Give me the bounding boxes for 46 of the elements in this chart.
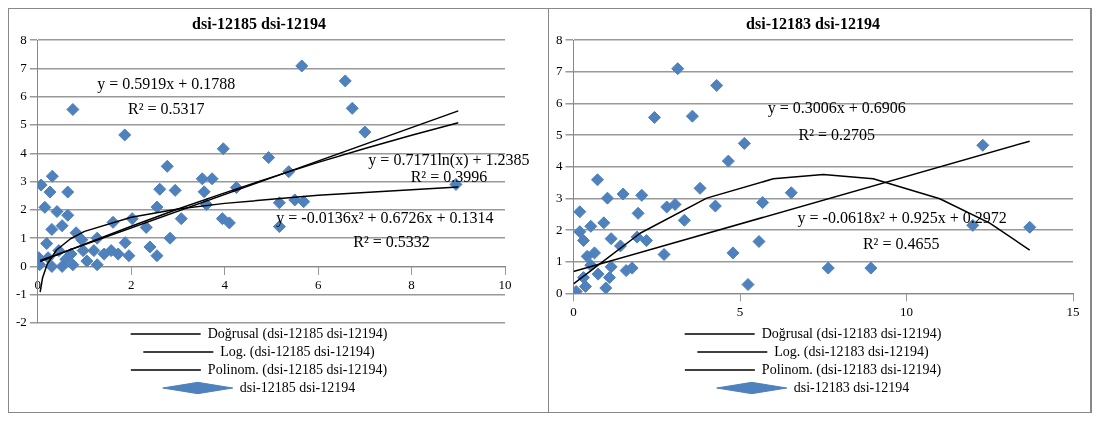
y-tick-label: 6 — [20, 88, 28, 104]
annotation: R² = 0.4655 — [862, 235, 940, 253]
legend-label: dsi-12183 dsi-12194 — [793, 379, 910, 395]
y-tick-label: 2 — [556, 221, 563, 237]
y-tick-label: 1 — [20, 229, 27, 245]
y-tick-label: 4 — [20, 144, 28, 160]
x-tick-label: 2 — [128, 276, 135, 292]
legend-label: Log. (dsi-12183 dsi-12194) — [774, 343, 930, 360]
y-tick-label: 1 — [556, 253, 563, 269]
y-tick-label: 5 — [556, 126, 563, 142]
legend-label: Polinom. (dsi-12185 dsi-12194) — [207, 361, 388, 378]
annotation: R² = 0.5317 — [128, 100, 205, 118]
legend-label: Doğrusal (dsi-12183 dsi-12194) — [761, 325, 942, 342]
legend-label: Polinom. (dsi-12183 dsi-12194) — [761, 361, 942, 378]
y-tick-label: 8 — [556, 31, 563, 47]
x-tick-label: 5 — [736, 303, 744, 319]
chart-title: dsi-12183 dsi-12194 — [746, 14, 880, 32]
y-tick-label: -1 — [15, 286, 27, 302]
annotation: R² = 0.2705 — [798, 125, 875, 143]
x-tick-label: 15 — [1066, 303, 1080, 319]
x-tick-label: 10 — [498, 276, 512, 292]
y-tick-label: 0 — [20, 257, 27, 273]
legend-label: dsi-12185 dsi-12194 — [239, 379, 356, 395]
annotation: y = -0.0136x² + 0.6726x + 0.1314 — [276, 208, 494, 227]
y-tick-label: 3 — [20, 173, 27, 189]
annotation: y = 0.5919x + 0.1788 — [97, 74, 236, 93]
x-tick-label: 8 — [408, 276, 415, 292]
y-tick-label: 7 — [20, 59, 28, 75]
x-tick-label: 0 — [570, 303, 577, 319]
y-tick-label: -2 — [15, 314, 27, 330]
x-tick-label: 10 — [900, 303, 913, 319]
x-tick-label: 4 — [221, 276, 229, 292]
y-tick-label: 2 — [20, 201, 27, 217]
legend-label: Doğrusal (dsi-12185 dsi-12194) — [207, 325, 388, 342]
y-tick-label: 4 — [556, 158, 563, 174]
y-tick-label: 6 — [556, 94, 563, 110]
y-tick-label: 5 — [20, 116, 27, 132]
annotation: y = 0.3006x + 0.6906 — [767, 99, 906, 118]
x-tick-label: 6 — [314, 276, 322, 292]
y-tick-label: 7 — [556, 63, 563, 79]
annotation: y = 0.7171ln(x) + 1.2385 — [368, 150, 530, 169]
chart-title: dsi-12185 dsi-12194 — [192, 14, 326, 32]
y-tick-label: 8 — [20, 31, 27, 47]
legend-label: Log. (dsi-12185 dsi-12194) — [220, 343, 376, 360]
annotation: R² = 0.5332 — [353, 233, 430, 251]
y-tick-label: 3 — [556, 189, 563, 205]
